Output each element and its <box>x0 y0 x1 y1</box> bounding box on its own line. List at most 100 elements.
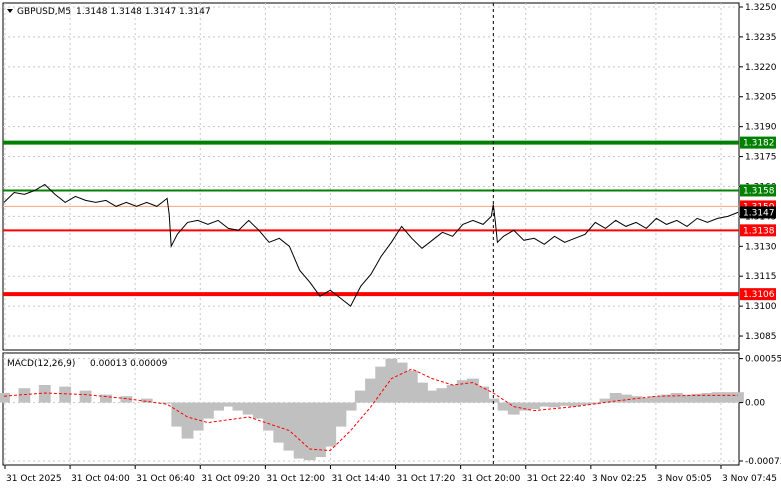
price-tick-label: 1.3175 <box>745 153 777 163</box>
macd-label: MACD(12,26,9) <box>7 359 75 369</box>
macd-bar <box>538 402 551 407</box>
time-tick-label: 31 Oct 22:40 <box>527 474 586 484</box>
macd-bar <box>324 402 337 447</box>
macd-bar <box>303 402 316 461</box>
macd-bar <box>232 402 245 411</box>
macd-bar <box>721 392 734 403</box>
macd-bar <box>354 390 367 403</box>
macd-bar <box>609 393 622 403</box>
macd-bar <box>477 386 490 403</box>
macd-bar <box>426 390 439 403</box>
time-tick-label: 3 Nov 07:45 <box>722 474 777 484</box>
macd-bar <box>344 402 357 411</box>
macd-bar <box>334 402 347 427</box>
macd-bar <box>38 385 51 403</box>
macd-bar <box>487 398 500 403</box>
macd-bar <box>558 402 571 406</box>
macd-bar <box>242 402 255 415</box>
time-tick-label: 31 Oct 12:00 <box>266 474 325 484</box>
macd-bar <box>0 393 10 403</box>
macd-bar <box>660 394 673 403</box>
macd-bar <box>711 392 724 403</box>
macd-bar <box>518 402 530 411</box>
macd-bar <box>283 402 296 451</box>
current-tag <box>740 206 776 219</box>
time-tick-label: 31 Oct 04:00 <box>71 474 130 484</box>
macd-bar <box>365 378 377 403</box>
price-tick-label: 1.3250 <box>745 3 777 13</box>
time-tick-label: 31 Oct 06:40 <box>136 474 195 484</box>
macd-bar <box>201 402 214 419</box>
time-tick-label: 31 Oct 09:20 <box>201 474 260 484</box>
macd-signal-path <box>3 368 738 452</box>
price-line <box>3 183 739 307</box>
support-tag-label: 1.3138 <box>743 226 775 236</box>
macd-bar <box>507 402 520 415</box>
strong_support-tag <box>740 288 776 301</box>
macd-bar <box>395 362 408 403</box>
macd-bar <box>293 402 306 459</box>
time-axis: 31 Oct 2025 31 Oct 04:00 31 Oct 06:40 31 Oc… <box>4 465 777 484</box>
macd-bar <box>59 386 72 403</box>
strong_support-tag-label: 1.3106 <box>743 290 775 300</box>
macd-bar <box>181 402 194 439</box>
time-tick-label: 3 Nov 02:25 <box>592 474 647 484</box>
price-tick-label: 1.3100 <box>745 302 777 312</box>
macd-bar <box>681 394 693 403</box>
macd-bar <box>79 390 92 403</box>
macd-bar <box>212 402 224 411</box>
macd-histogram <box>0 358 744 461</box>
macd-bar <box>171 402 184 427</box>
resistance-tag-label: 1.3158 <box>743 186 775 196</box>
strong_resistance-tag-label: 1.3182 <box>743 139 775 149</box>
macd-bar <box>619 394 632 403</box>
price-tick-label: 1.3085 <box>745 332 777 342</box>
time-tick-label: 3 Nov 05:05 <box>657 474 712 484</box>
macd-bar <box>140 398 153 403</box>
macd-bar <box>650 396 663 403</box>
macd-bar <box>640 397 653 403</box>
macd-bar <box>405 370 418 403</box>
macd-bar <box>467 378 479 403</box>
price-tick-label: 1.3190 <box>745 123 777 133</box>
price-tick-label: 1.3115 <box>745 272 777 282</box>
current-tag-label: 1.3147 <box>743 208 775 218</box>
macd-bar <box>385 358 398 403</box>
macd-bar <box>548 402 561 408</box>
macd-signal-line <box>3 368 738 452</box>
price-tick-label: 1.3205 <box>745 93 777 103</box>
macd-bar <box>273 402 286 443</box>
time-tick-label: 31 Oct 2025 <box>6 474 62 484</box>
price-tick-label: 1.3220 <box>745 63 777 73</box>
macd-bar <box>100 394 112 403</box>
macd-bar <box>732 392 744 403</box>
macd-bar <box>375 366 388 403</box>
macd-tick-label: 0.00 <box>745 399 765 409</box>
price-tick-label: 1.3130 <box>745 242 777 252</box>
price-series-path <box>3 183 739 307</box>
macd-bar <box>691 393 704 403</box>
time-tick-label: 31 Oct 20:00 <box>462 474 521 484</box>
macd-bar <box>528 402 541 409</box>
macd-bar <box>599 398 612 403</box>
macd-bar <box>446 385 459 403</box>
ohlc-values: 1.3148 1.3148 1.3147 1.3147 <box>76 7 211 17</box>
macd-bar <box>436 388 449 403</box>
time-tick-label: 31 Oct 17:20 <box>397 474 456 484</box>
macd-bar <box>222 402 235 407</box>
resistance-tag <box>740 184 776 197</box>
macd-bar <box>456 380 469 403</box>
main-chart-frame[interactable] <box>2 2 740 351</box>
macd-bar <box>314 402 326 457</box>
time-tick-label: 31 Oct 14:40 <box>331 474 390 484</box>
level-lines <box>3 140 739 297</box>
collapse-triangle-icon[interactable] <box>7 9 13 13</box>
strong_resistance-tag <box>740 136 776 149</box>
macd-bar <box>252 402 265 419</box>
symbol-label: GBPUSD,M5 <box>17 7 71 17</box>
macd-bar <box>263 402 275 431</box>
macd-frame[interactable] <box>2 352 740 466</box>
